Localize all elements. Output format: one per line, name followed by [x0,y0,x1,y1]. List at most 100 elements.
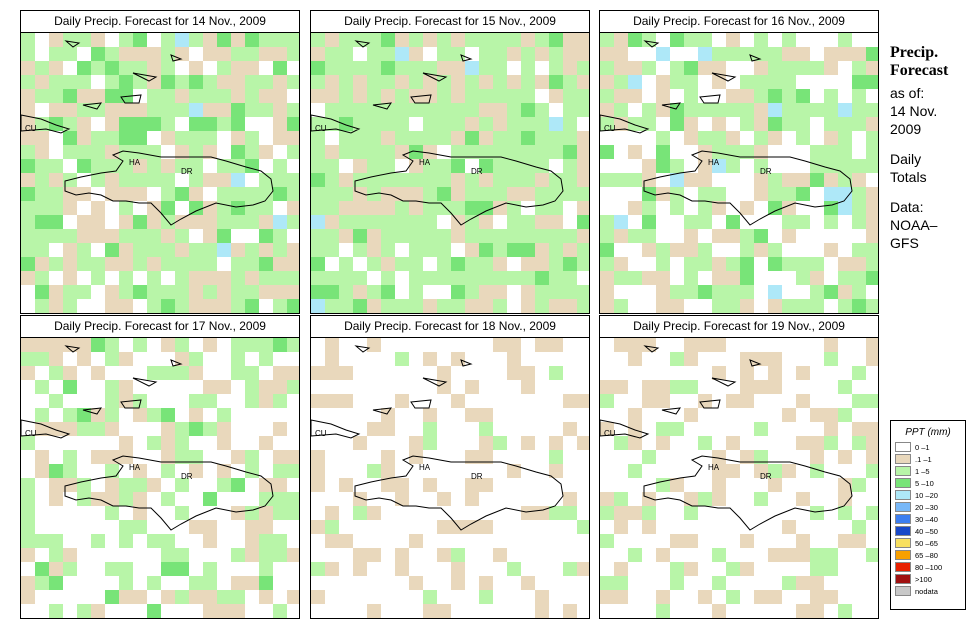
precip-cell [119,450,133,464]
precip-cell [311,464,325,478]
precip-cell [838,187,852,201]
precip-cell [535,243,549,257]
precip-cell [133,117,147,131]
legend-range: 50 –65 [915,538,938,548]
precip-cell [381,215,395,229]
precip-cell [311,201,325,215]
legend-range: 0 –1 [915,442,930,452]
precip-cell [175,366,189,380]
panel-title: Daily Precip. Forecast for 19 Nov., 2009 [599,315,879,338]
country-label-ha: HA [419,463,431,472]
precip-cell [203,299,217,313]
precip-cell [614,492,628,506]
precip-cell [21,478,35,492]
precip-cell [189,394,203,408]
precip-cell [521,103,535,117]
precip-cell [231,366,245,380]
precip-cell [119,131,133,145]
precip-cell [614,299,628,313]
precip-cell [824,548,838,562]
precip-cell [507,159,521,173]
precip-cell [535,299,549,313]
forecast-panel-15nov: Daily Precip. Forecast for 15 Nov., 2009… [310,10,590,314]
precip-cell [754,75,768,89]
precip-cell [231,173,245,187]
precip-cell [563,89,577,103]
precip-cell [493,145,507,159]
precip-cell [35,450,49,464]
precip-cell [796,187,810,201]
island-outline [661,102,682,110]
precip-cell [189,201,203,215]
precip-cell [852,173,866,187]
precip-cell [273,492,287,506]
precip-cell [409,229,423,243]
precip-cell [395,492,409,506]
precip-cell [325,285,339,299]
precip-cell [147,366,161,380]
precip-cell [217,436,231,450]
precip-cell [245,506,259,520]
legend-range: 20 –30 [915,502,938,512]
precip-cell [63,187,77,201]
precip-cell [465,173,479,187]
country-label-dr: DR [760,472,772,481]
precip-cell [189,103,203,117]
precip-cell [325,173,339,187]
precip-cell [549,89,563,103]
precip-cell [782,548,796,562]
legend-title: PPT (mm) [905,427,951,438]
panel-title: Daily Precip. Forecast for 14 Nov., 2009 [20,10,300,33]
precip-cell [367,89,381,103]
legend-item: 1 –5 [895,465,965,477]
precip-cell [810,285,824,299]
precip-cell [451,117,465,131]
precip-cell [381,117,395,131]
precip-cell [325,520,339,534]
precip-cell [507,271,521,285]
precip-cell [409,47,423,61]
precip-cell [175,159,189,173]
precip-cell [381,75,395,89]
precip-cell [740,366,754,380]
precip-cell [203,145,217,159]
precip-cell [339,257,353,271]
country-label-ha: HA [129,158,141,167]
precip-cell [563,47,577,61]
precip-cell [259,271,273,285]
precip-cell [726,285,740,299]
precip-cell [535,47,549,61]
precip-cell [91,271,105,285]
precip-cell [549,117,563,131]
precip-cell [796,61,810,75]
precip-cell [325,299,339,313]
precip-cell [287,338,299,352]
precip-cell [259,534,273,548]
precip-cell [91,366,105,380]
precip-cell [63,464,77,478]
precip-cell [810,590,824,604]
precip-cell [395,47,409,61]
precip-cell [311,61,325,75]
precip-cell [21,534,35,548]
precip-cell [147,173,161,187]
precip-cell [754,89,768,103]
precip-cell [768,285,782,299]
precip-cell [381,159,395,173]
cuba-outline [311,419,361,439]
precip-cell [63,89,77,103]
precip-cell [824,173,838,187]
precip-cell [35,173,49,187]
precip-cell [217,47,231,61]
precip-cell [91,61,105,75]
legend-item: 65 –80 [895,549,965,561]
precip-cell [754,117,768,131]
precip-cell [287,285,299,299]
precip-cell [712,366,726,380]
precip-cell [493,271,507,285]
precip-cell [600,257,614,271]
precip-cell [381,422,395,436]
precip-cell [712,548,726,562]
precip-cell [175,338,189,352]
precip-cell [245,103,259,117]
